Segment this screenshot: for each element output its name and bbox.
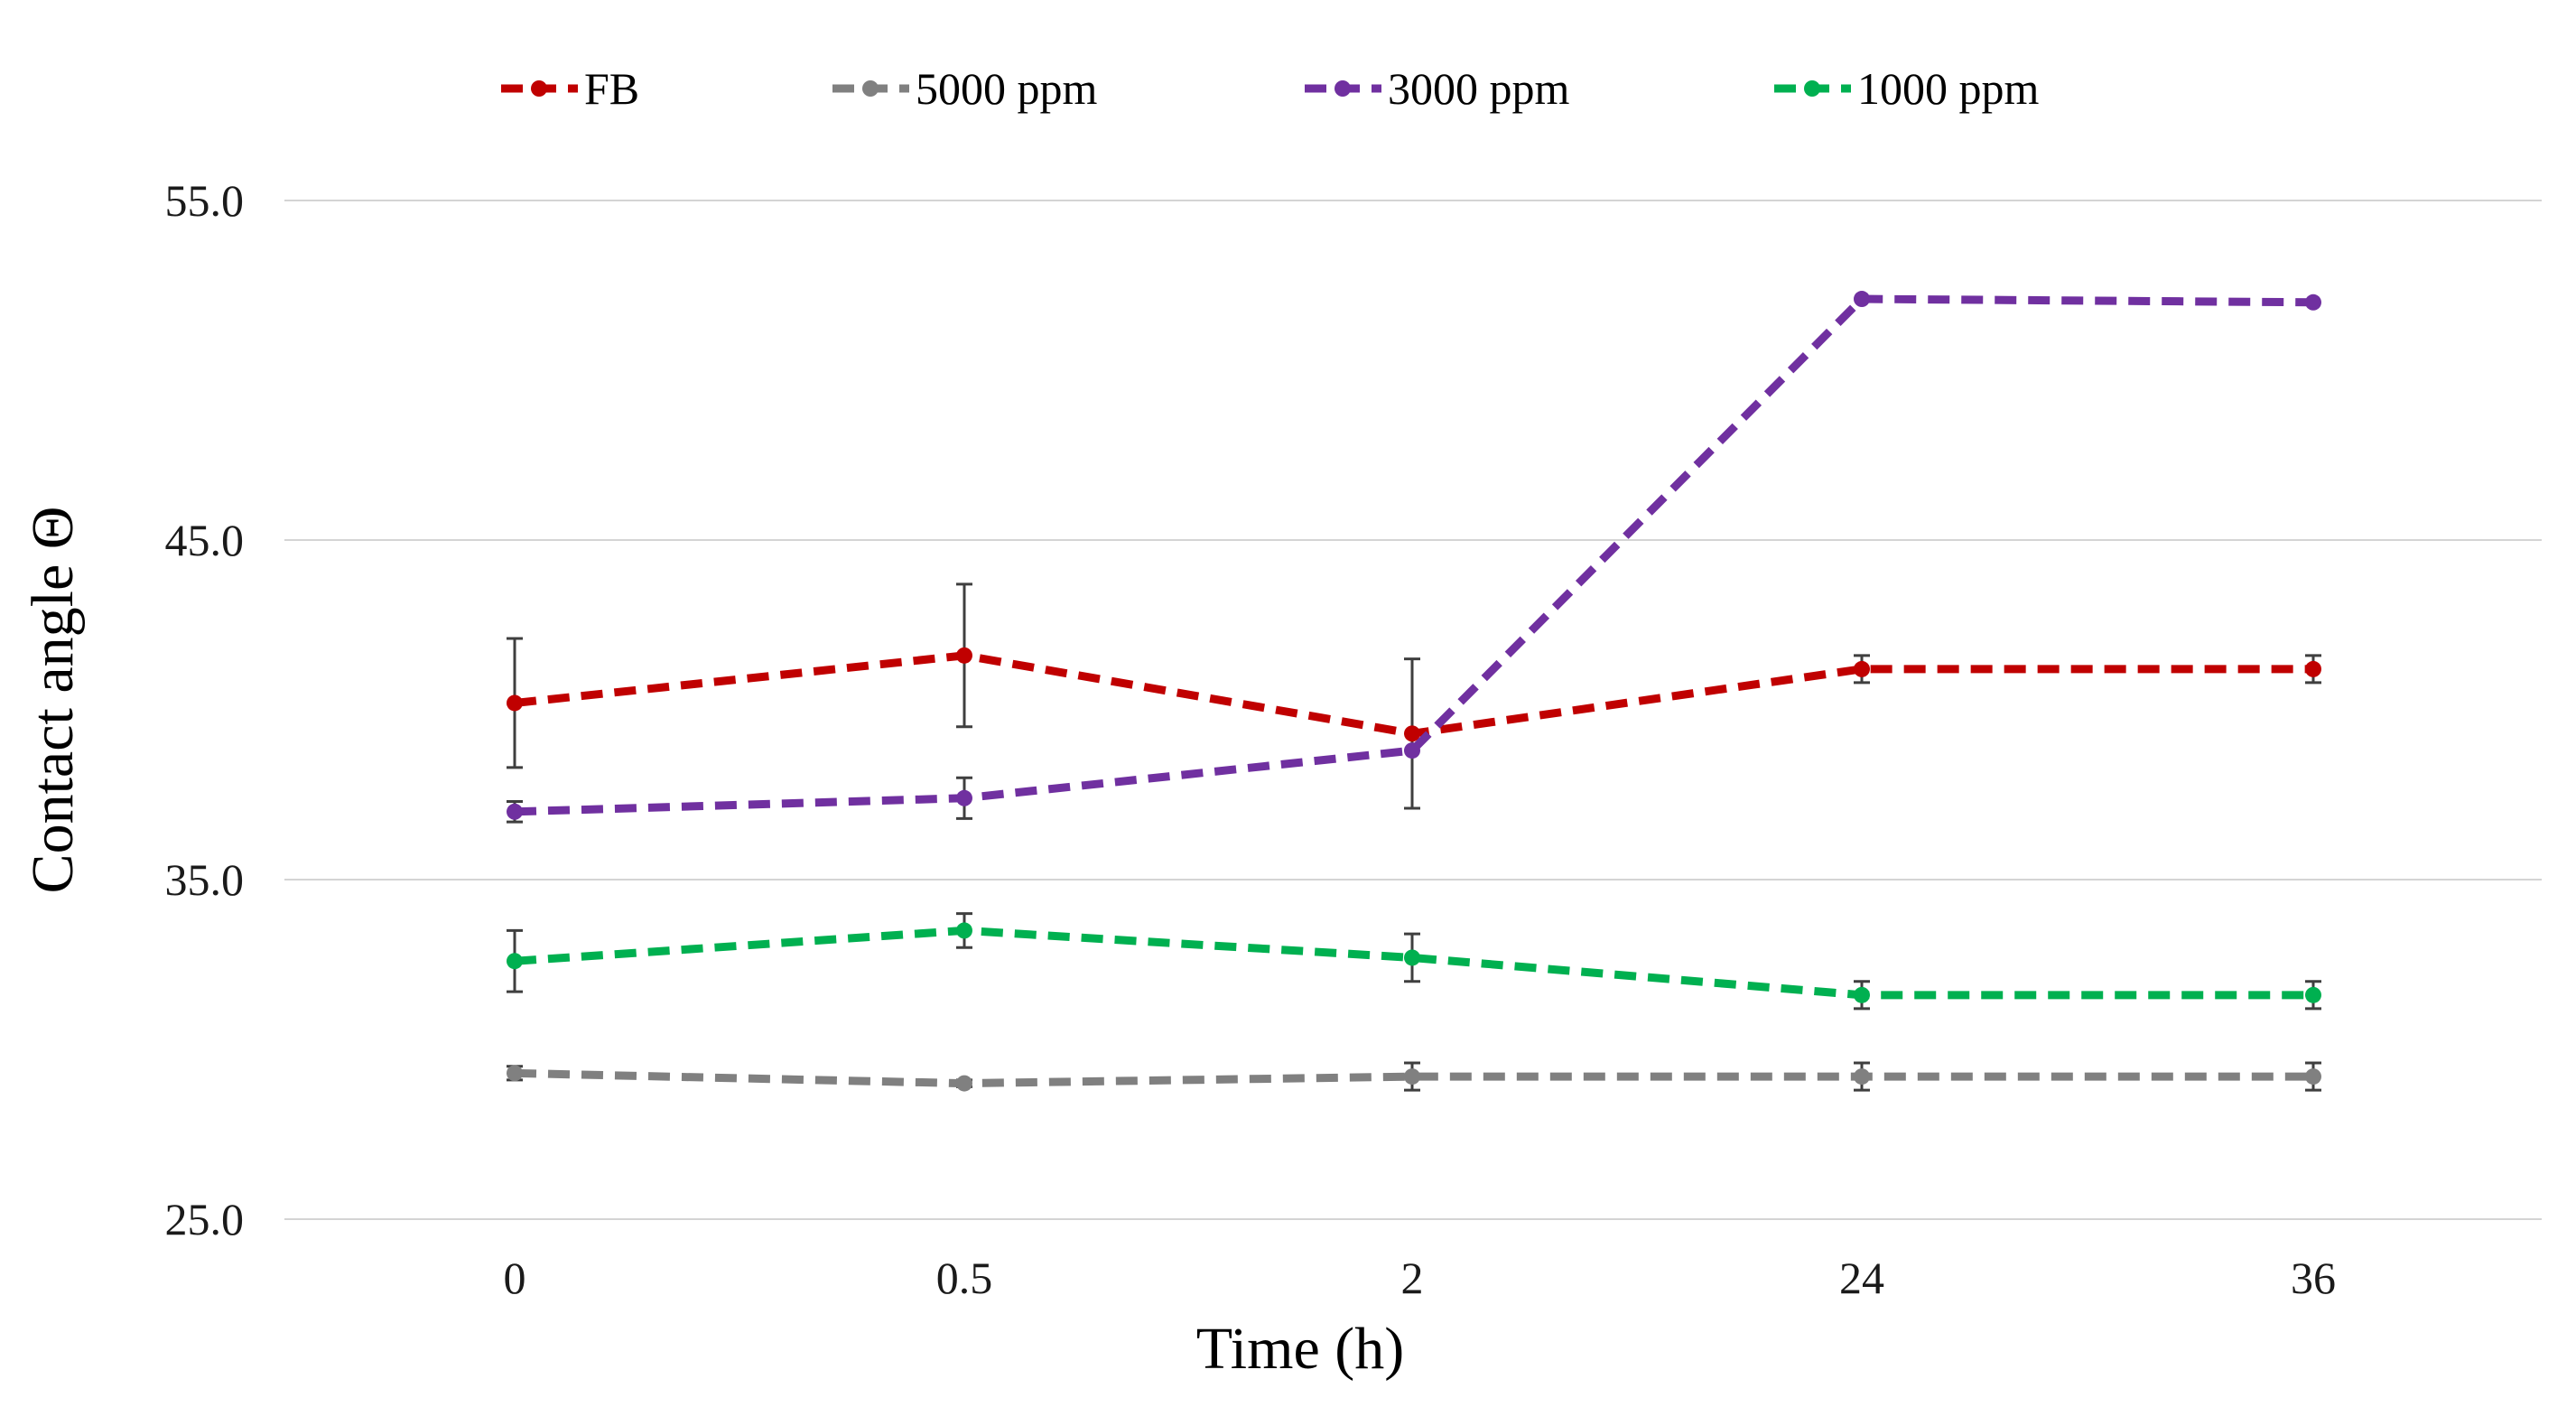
legend-label: FB <box>584 63 639 114</box>
data-point-3000-ppm <box>2305 294 2321 311</box>
x-tick-label: 2 <box>1401 1253 1424 1303</box>
series-lines <box>507 291 2321 1092</box>
y-tick-label: 35.0 <box>165 854 245 905</box>
legend-swatch-marker <box>531 80 547 97</box>
legend-item-fb: FB <box>501 63 639 114</box>
legend-swatch-marker <box>862 80 879 97</box>
data-point-3000-ppm <box>507 803 523 820</box>
x-tick-label: 36 <box>2291 1253 2336 1303</box>
legend-item-5000-ppm: 5000 ppm <box>832 63 1098 114</box>
y-axis-title: Contact angle Θ <box>20 507 86 894</box>
data-point-3000-ppm <box>1854 291 1870 308</box>
data-point-5000-ppm <box>507 1065 523 1082</box>
x-tick-label: 0.5 <box>936 1253 993 1303</box>
data-point-fb <box>1854 660 1870 677</box>
x-tick-label: 0 <box>504 1253 526 1303</box>
data-point-fb <box>2305 660 2321 677</box>
legend-label: 5000 ppm <box>916 63 1098 114</box>
data-point-1000-ppm <box>1854 986 1870 1003</box>
data-point-5000-ppm <box>1854 1068 1870 1086</box>
legend-label: 3000 ppm <box>1388 63 1570 114</box>
y-axis-ticks: 25.0 35.0 45.0 55.0 <box>165 175 245 1244</box>
legend-item-1000-ppm: 1000 ppm <box>1774 63 2040 114</box>
y-tick-label: 55.0 <box>165 175 245 226</box>
gridlines <box>284 200 2542 1220</box>
x-tick-label: 24 <box>1839 1253 1884 1303</box>
y-tick-label: 45.0 <box>165 515 245 565</box>
legend: FB 5000 ppm 3000 ppm 1000 ppm <box>501 63 2040 114</box>
legend-swatch-marker <box>1334 80 1351 97</box>
data-point-3000-ppm <box>956 789 972 806</box>
data-point-3000-ppm <box>1404 742 1420 759</box>
data-point-5000-ppm <box>956 1075 972 1092</box>
series-line-fb <box>514 651 2313 738</box>
x-axis-title: Time (h) <box>1196 1316 1404 1382</box>
series-line-3000-ppm <box>514 294 2314 816</box>
legend-label: 1000 ppm <box>1857 63 2040 114</box>
error-bars <box>507 582 2321 1092</box>
data-point-1000-ppm <box>2305 986 2321 1003</box>
data-point-5000-ppm <box>1404 1068 1420 1086</box>
data-point-fb <box>1404 725 1420 742</box>
data-point-1000-ppm <box>956 922 972 939</box>
legend-item-3000-ppm: 3000 ppm <box>1305 63 1570 114</box>
legend-swatch-marker <box>1804 80 1820 97</box>
y-tick-label: 25.0 <box>165 1194 245 1244</box>
data-point-fb <box>507 694 523 712</box>
data-point-1000-ppm <box>1404 949 1420 966</box>
data-point-fb <box>956 647 972 664</box>
x-axis-ticks: 0 0.5 2 24 36 <box>504 1253 2337 1303</box>
data-point-1000-ppm <box>507 953 523 970</box>
data-point-5000-ppm <box>2305 1068 2321 1086</box>
